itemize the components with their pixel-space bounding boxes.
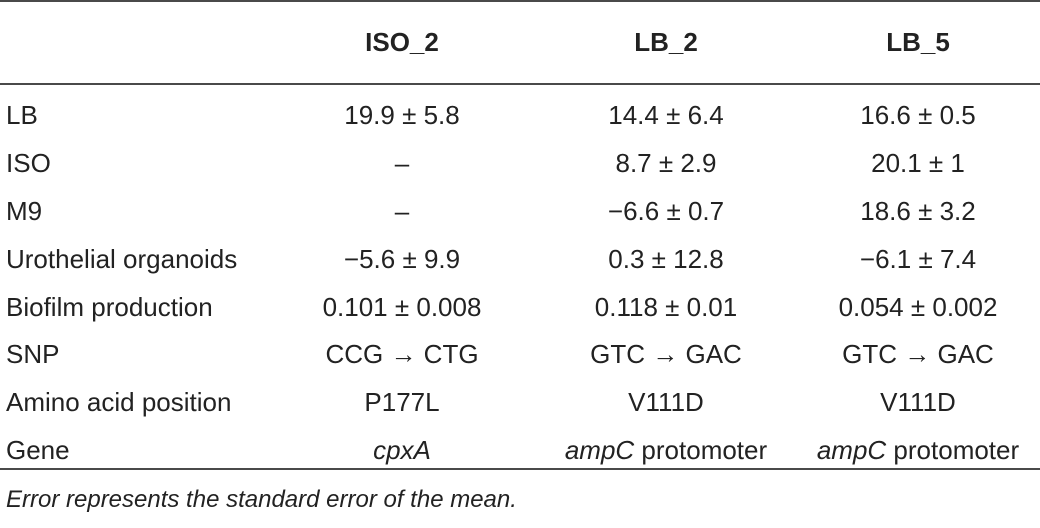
row-label: Gene	[6, 434, 70, 465]
cell-iso2: cpxA	[268, 427, 536, 475]
cell-lb5: GTC → GAC	[842, 339, 994, 370]
table-row: Biofilm production 0.101 ± 0.008 0.118 ±…	[0, 283, 1040, 331]
cell-iso2: −5.6 ± 9.9	[343, 243, 461, 274]
cell-iso2: 19.9 ± 5.8	[344, 100, 460, 131]
cell-lb2: GTC → GAC	[590, 339, 742, 370]
row-label: ISO	[6, 148, 51, 179]
cell-lb5: 16.6 ± 0.5	[860, 100, 976, 131]
cell-iso2: P177L	[364, 387, 440, 418]
row-label: LB	[6, 100, 38, 131]
gene-name: cpxA	[373, 434, 431, 465]
table-row: SNP CCG → CTG GTC → GAC GTC → GAC	[0, 331, 1040, 379]
cell-lb5: 0.054 ± 0.002	[838, 291, 998, 322]
header-cell-lb2: LB_2	[634, 26, 698, 57]
header-cell-iso2: ISO_2	[365, 26, 439, 57]
row-label: Urothelial organoids	[6, 243, 238, 274]
gene-suffix: protomoter	[634, 434, 768, 465]
cell-iso2: 0.101 ± 0.008	[322, 291, 482, 322]
table-row: Urothelial organoids −5.6 ± 9.9 0.3 ± 12…	[0, 235, 1040, 283]
bottom-rule	[0, 468, 1040, 470]
cell-lb5: 20.1 ± 1	[871, 148, 965, 179]
gene-name: ampC	[564, 434, 635, 465]
cell-lb2: 0.3 ± 12.8	[608, 243, 724, 274]
row-label: SNP	[6, 339, 60, 370]
gene-suffix: protomoter	[886, 434, 1020, 465]
row-label: Biofilm production	[6, 291, 213, 322]
header-cell-empty	[0, 0, 268, 84]
table-row: ISO – 8.7 ± 2.9 20.1 ± 1	[0, 140, 1040, 188]
cell-lb2: 14.4 ± 6.4	[608, 100, 724, 131]
data-table: ISO_2 LB_2 LB_5 LB 19.9 ± 5.8 14.4 ± 6.4…	[0, 0, 1040, 475]
cell-lb5: V111D	[880, 387, 956, 418]
cell-iso2: –	[394, 195, 410, 226]
cell-lb2: ampC protomoter	[536, 427, 796, 475]
cell-iso2: CCG → CTG	[325, 339, 479, 370]
table-footnote: Error represents the standard error of t…	[6, 486, 517, 513]
cell-lb5: 18.6 ± 3.2	[860, 195, 976, 226]
cell-lb5: ampC protomoter	[796, 427, 1040, 475]
header-cell-lb5: LB_5	[886, 26, 950, 57]
header-row: ISO_2 LB_2 LB_5	[0, 0, 1040, 84]
row-label: M9	[6, 195, 43, 226]
gene-name: ampC	[816, 434, 887, 465]
cell-lb5: −6.1 ± 7.4	[859, 243, 977, 274]
table-row: LB 19.9 ± 5.8 14.4 ± 6.4 16.6 ± 0.5	[0, 84, 1040, 140]
table-row: Amino acid position P177L V111D V111D	[0, 379, 1040, 427]
top-rule	[0, 0, 1040, 2]
cell-iso2: –	[394, 148, 410, 179]
cell-lb2: 8.7 ± 2.9	[615, 148, 717, 179]
header-rule	[0, 83, 1040, 85]
cell-lb2: 0.118 ± 0.01	[594, 291, 738, 322]
table-row: M9 – −6.6 ± 0.7 18.6 ± 3.2	[0, 188, 1040, 236]
row-label: Amino acid position	[6, 387, 232, 418]
cell-lb2: V111D	[628, 387, 704, 418]
table-row-gene: Gene cpxA ampC protomoter ampC protomote…	[0, 427, 1040, 475]
cell-lb2: −6.6 ± 0.7	[607, 195, 725, 226]
